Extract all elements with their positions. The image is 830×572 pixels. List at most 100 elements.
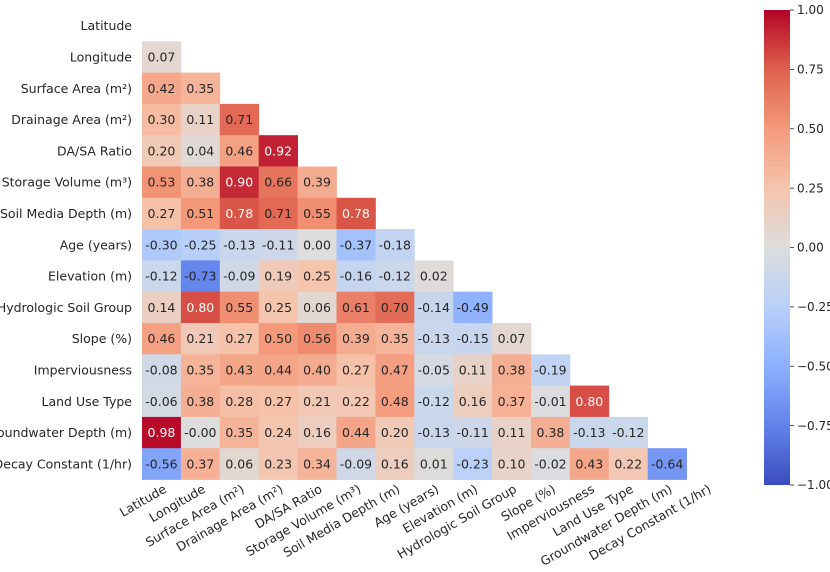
heatmap-cell bbox=[180, 354, 221, 386]
cell-value-label: 0.11 bbox=[498, 425, 526, 440]
heatmap-cell bbox=[258, 448, 298, 480]
row-label: Imperviousness bbox=[34, 362, 132, 377]
heatmap-cell bbox=[258, 260, 298, 293]
cell-value-label: -0.01 bbox=[534, 394, 566, 409]
cell-value-label: 0.55 bbox=[225, 300, 253, 315]
heatmap-cell bbox=[142, 354, 182, 386]
heatmap-cell bbox=[219, 166, 260, 199]
heatmap-cell bbox=[142, 323, 182, 355]
cell-value-label: -0.00 bbox=[184, 425, 216, 440]
cell-value-label: 0.27 bbox=[264, 394, 292, 409]
row-label: Age (years) bbox=[60, 237, 132, 252]
cell-value-label: -0.37 bbox=[340, 237, 372, 252]
cell-value-label: 0.37 bbox=[186, 456, 214, 471]
colorbar-tick-label: 0.50 bbox=[797, 122, 824, 136]
heatmap-cell bbox=[180, 197, 221, 230]
cell-value-label: 0.40 bbox=[303, 362, 331, 377]
heatmap-cell bbox=[219, 197, 260, 230]
heatmap-cell bbox=[492, 416, 532, 449]
heatmap-cell bbox=[219, 448, 260, 480]
cell-value-label: 0.38 bbox=[498, 362, 526, 377]
cell-value-label: 0.61 bbox=[342, 300, 370, 315]
colorbar-tick-label: 1.00 bbox=[797, 3, 824, 17]
cell-value-label: 0.35 bbox=[381, 331, 409, 346]
heatmap-cell bbox=[180, 448, 221, 480]
heatmap-cell bbox=[258, 385, 298, 418]
cell-value-label: 0.11 bbox=[459, 362, 487, 377]
heatmap-cell bbox=[375, 323, 415, 355]
cell-value-label: -0.13 bbox=[573, 425, 605, 440]
cell-value-label: 0.24 bbox=[264, 425, 292, 440]
cell-value-label: 0.92 bbox=[264, 143, 292, 158]
heatmap-cell bbox=[608, 448, 649, 480]
cell-value-label: 0.16 bbox=[381, 456, 409, 471]
heatmap-cell bbox=[414, 416, 454, 449]
cell-value-label: -0.12 bbox=[145, 269, 177, 284]
cell-value-label: 0.44 bbox=[264, 362, 292, 377]
cell-value-label: 0.38 bbox=[537, 425, 565, 440]
heatmap-cell bbox=[180, 135, 221, 167]
heatmap-cell bbox=[336, 416, 376, 449]
heatmap-cell bbox=[258, 354, 298, 386]
heatmap-cell bbox=[258, 166, 298, 199]
heatmap-cell bbox=[336, 323, 376, 355]
cell-value-label: -0.13 bbox=[418, 331, 450, 346]
heatmap-cell bbox=[219, 260, 260, 293]
heatmap-cell bbox=[569, 385, 610, 418]
cell-value-label: -0.30 bbox=[145, 237, 177, 252]
cell-value-label: 0.04 bbox=[186, 143, 214, 158]
cell-value-label: 0.16 bbox=[459, 394, 487, 409]
heatmap-cell bbox=[297, 197, 337, 230]
cell-value-label: 0.20 bbox=[148, 143, 176, 158]
heatmap-cell bbox=[453, 448, 493, 480]
heatmap-cell bbox=[414, 354, 454, 386]
heatmap-cell bbox=[180, 323, 221, 355]
heatmap-cell bbox=[531, 448, 571, 480]
cell-value-label: 0.21 bbox=[186, 331, 214, 346]
heatmap-cell bbox=[180, 229, 221, 261]
heatmap-cell bbox=[180, 291, 221, 324]
heatmap-cell bbox=[258, 291, 298, 324]
heatmap-cell bbox=[414, 323, 454, 355]
cell-value-label: -0.12 bbox=[418, 394, 450, 409]
cell-value-label: 0.10 bbox=[498, 456, 526, 471]
row-label: Drainage Area (m²) bbox=[11, 112, 132, 127]
cell-value-label: 0.44 bbox=[342, 425, 370, 440]
colorbar: 1.00 0.75 0.50 0.25 0.00 −0.25 −0.50 −0.75 −1.00 bbox=[764, 3, 830, 492]
cell-value-label: 0.35 bbox=[225, 425, 253, 440]
heatmap-cell bbox=[297, 260, 337, 293]
heatmap-cell bbox=[142, 229, 182, 261]
heatmap-cell bbox=[142, 416, 182, 449]
heatmap-cells bbox=[142, 41, 687, 480]
colorbar-tick-label: −0.50 bbox=[797, 359, 830, 373]
cell-value-label: -0.13 bbox=[223, 237, 255, 252]
heatmap-cell bbox=[414, 448, 454, 480]
heatmap-cell bbox=[297, 323, 337, 355]
cell-value-label: -0.06 bbox=[145, 394, 177, 409]
cell-value-label: -0.09 bbox=[223, 269, 255, 284]
cell-value-label: -0.16 bbox=[340, 269, 372, 284]
heatmap-cell bbox=[219, 135, 260, 167]
row-label: Groundwater Depth (m) bbox=[0, 425, 132, 440]
cell-value-label: 0.43 bbox=[575, 456, 603, 471]
cell-value-label: 0.78 bbox=[342, 206, 370, 221]
heatmap-cell-labels: 0.07 0.42 0.35 0.30 0.11 0.71 0.20 0.04 0.46 0.92… bbox=[145, 49, 683, 471]
heatmap-cell bbox=[142, 260, 182, 293]
row-label: Land Use Type bbox=[42, 394, 133, 409]
heatmap-cell bbox=[608, 416, 649, 449]
cell-value-label: 0.27 bbox=[342, 362, 370, 377]
heatmap-cell bbox=[180, 103, 221, 136]
heatmap-cell bbox=[336, 229, 376, 261]
cell-value-label: -0.13 bbox=[418, 425, 450, 440]
row-label: Slope (%) bbox=[72, 331, 132, 346]
heatmap-cell bbox=[219, 229, 260, 261]
heatmap-cell bbox=[142, 72, 182, 105]
heatmap-cell bbox=[219, 291, 260, 324]
heatmap-cell bbox=[375, 354, 415, 386]
colorbar-tick-label: −0.75 bbox=[797, 419, 830, 433]
cell-value-label: 0.19 bbox=[264, 269, 292, 284]
row-tick-labels: Latitude Longitude Surface Area (m²) Draina… bbox=[0, 18, 132, 471]
row-label: Soil Media Depth (m) bbox=[0, 206, 132, 221]
heatmap-cell bbox=[375, 260, 415, 293]
heatmap-cell bbox=[531, 416, 571, 449]
